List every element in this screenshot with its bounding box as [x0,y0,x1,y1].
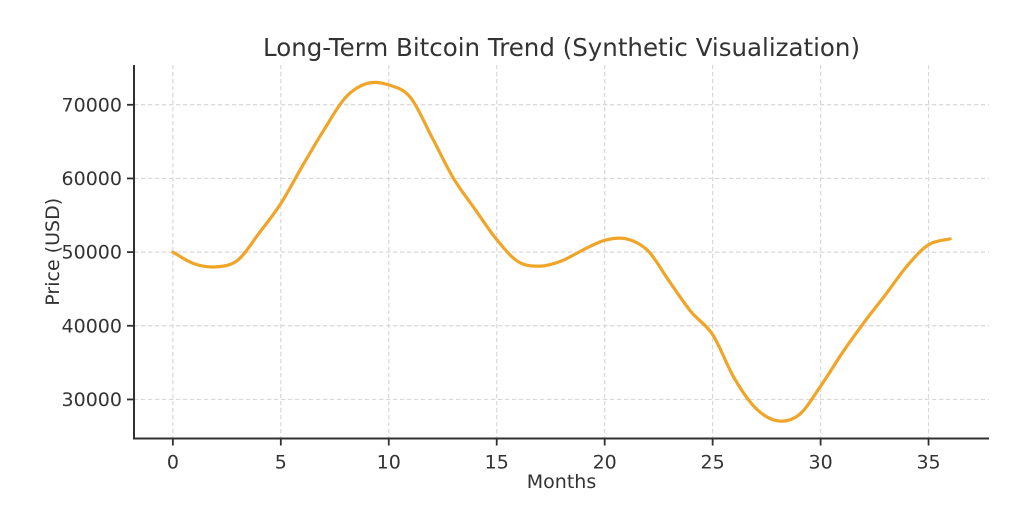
x-tick-label: 35 [916,452,940,474]
y-tick-label: 40000 [62,315,122,337]
y-tick-label: 60000 [62,168,122,190]
x-axis-ticks: 0 5 10 15 20 25 30 35 [167,438,941,474]
y-axis-ticks: 30000 40000 50000 60000 70000 [62,94,134,411]
x-tick-label: 0 [167,452,179,474]
chart-title: Long-Term Bitcoin Trend (Synthetic Visua… [263,33,860,62]
y-tick-label: 30000 [62,389,122,411]
price-line-series [171,80,952,423]
y-tick-label: 70000 [62,94,122,116]
x-tick-label: 15 [485,452,509,474]
x-tick-label: 10 [377,452,401,474]
x-tick-label: 25 [701,452,725,474]
gridlines [134,65,989,439]
x-tick-label: 20 [593,452,617,474]
y-tick-label: 50000 [62,242,122,264]
x-tick-label: 5 [275,452,287,474]
y-axis-label: Price (USD) [42,198,64,306]
x-tick-label: 30 [808,452,832,474]
x-axis-label: Months [527,471,596,493]
